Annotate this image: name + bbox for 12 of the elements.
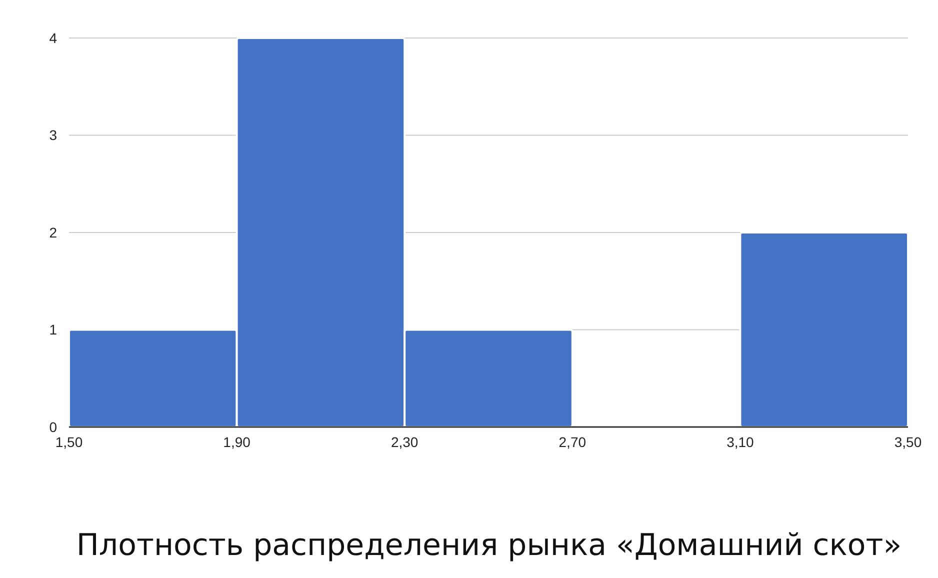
x-tick-label: 1,90: [223, 434, 251, 450]
y-tick-label: 3: [49, 127, 58, 144]
x-tick-label: 1,50: [55, 434, 83, 450]
x-tick-label: 2,70: [558, 434, 586, 450]
y-tick-label: 4: [49, 30, 58, 46]
y-tick-label: 1: [49, 322, 58, 338]
x-tick-label: 3,10: [726, 434, 754, 450]
y-tick-label: 2: [49, 224, 58, 240]
x-tick-label: 3,50: [894, 434, 922, 450]
x-tick-label: 2,30: [390, 434, 418, 450]
text: Плотность распределения рынка «Домашний скот»: [76, 528, 902, 563]
y-tick-label: 0: [49, 418, 58, 435]
